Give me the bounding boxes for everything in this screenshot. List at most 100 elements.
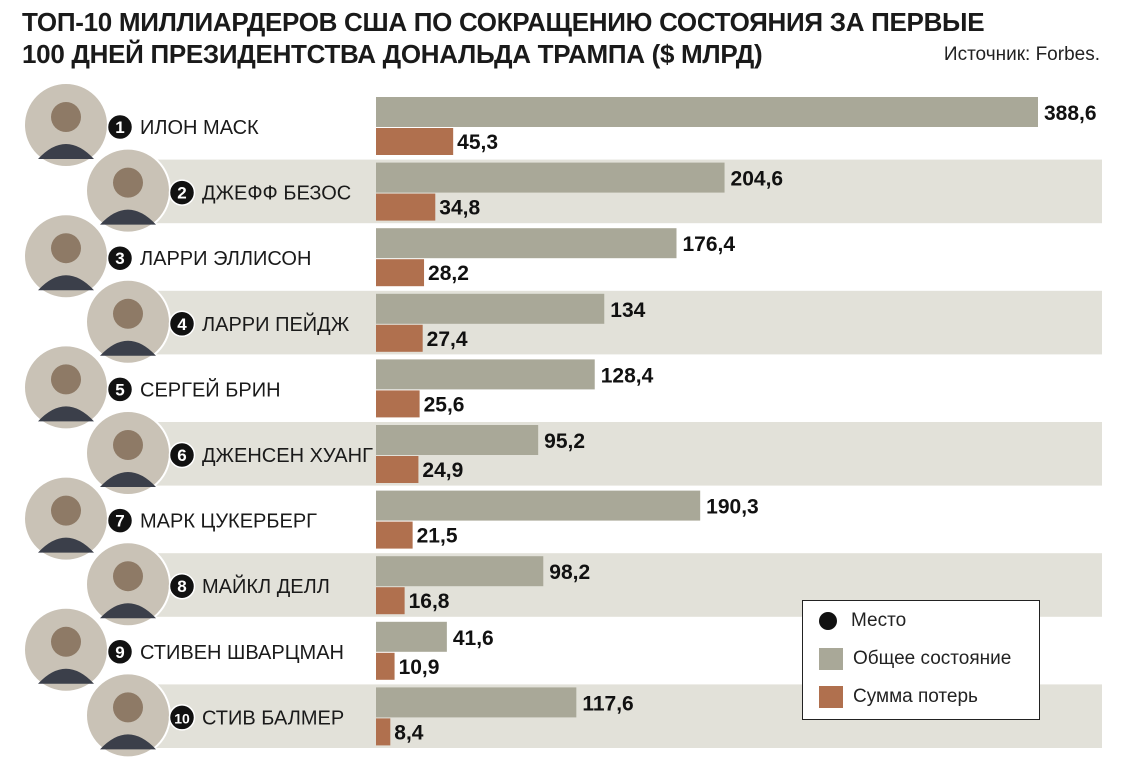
chart-row: 176,4 28,2 3 ЛАРРИ ЭЛЛИСОН	[23, 213, 736, 300]
bar-loss	[376, 390, 420, 418]
rank-badge	[106, 638, 134, 666]
rank-number: 1	[115, 118, 124, 137]
bar-total-value-label: 41,6	[453, 627, 494, 650]
legend-label-total: Общее состояние	[853, 648, 1012, 669]
person-photo-icon	[23, 606, 109, 693]
bar-loss-value-label: 10,9	[399, 656, 440, 679]
avatar-head	[113, 167, 143, 198]
avatar-head	[51, 364, 81, 395]
bar-total-value-label: 95,2	[544, 430, 585, 453]
chart-title-line-1: ТОП-10 МИЛЛИАРДЕРОВ США ПО СОКРАЩЕНИЮ СО…	[22, 7, 985, 37]
bar-loss-value-label: 25,6	[424, 393, 465, 416]
bar-total-value-label: 204,6	[731, 168, 784, 191]
person-photo-icon	[85, 147, 171, 234]
person-photo-icon	[23, 213, 109, 300]
avatar-head	[113, 298, 143, 329]
bar-total-value-label: 176,4	[683, 233, 736, 256]
rank-badge	[106, 507, 134, 534]
chart-row: 128,4 25,6 5 СЕРГЕЙ БРИН	[23, 344, 654, 431]
person-name-label: ДЖЕНСЕН ХУАНГ	[202, 445, 373, 467]
avatar-shoulders	[100, 340, 156, 356]
rank-number: 3	[115, 249, 124, 268]
bar-total-value-label: 190,3	[706, 496, 759, 519]
avatar-shoulders	[38, 406, 94, 422]
legend-label-rank: Место	[851, 610, 907, 631]
person-photo-icon	[85, 278, 171, 365]
legend-swatch-loss	[819, 686, 843, 708]
bar-loss	[376, 456, 419, 483]
avatar-shoulders	[38, 668, 94, 684]
person-name-label: МАРК ЦУКЕРБЕРГ	[140, 511, 317, 533]
chart-row: 190,3 21,5 7 МАРК ЦУКЕРБЕРГ	[23, 475, 759, 562]
rank-badge	[168, 441, 196, 469]
chart-row: 95,2 24,9 6 ДЖЕНСЕН ХУАНГ	[85, 410, 1102, 496]
person-photo-icon	[23, 82, 109, 168]
avatar-shoulders	[100, 472, 156, 487]
rank-number: 9	[115, 643, 124, 662]
source-note: Источник: Forbes.	[943, 44, 1100, 65]
bar-loss	[376, 587, 405, 615]
avatar-shoulders	[38, 144, 94, 159]
person-name-label: МАЙКЛ ДЕЛЛ	[202, 574, 330, 598]
bar-loss-value-label: 27,4	[427, 328, 468, 351]
person-name-label: ЛАРРИ ПЕЙДЖ	[202, 312, 350, 336]
rank-number: 8	[177, 577, 186, 596]
rank-number: 6	[177, 446, 186, 465]
bar-total	[376, 359, 595, 390]
bar-loss-value-label: 34,8	[439, 197, 480, 220]
bar-loss-value-label: 45,3	[457, 131, 498, 154]
bar-total	[376, 425, 539, 455]
chart-row: 388,6 45,3 1 ИЛОН МАСК	[23, 82, 1097, 168]
row-band	[100, 422, 1102, 486]
chart-row: 134 27,4 4 ЛАРРИ ПЕЙДЖ	[85, 278, 1102, 365]
rank-badge	[106, 113, 134, 141]
bar-total-value-label: 117,6	[582, 692, 633, 715]
bar-loss-value-label: 16,8	[409, 590, 450, 613]
chart-row: 117,6 8,4 10 СТИВ БАЛМЕР	[85, 672, 1102, 759]
chart-row: 204,6 34,8 2 ДЖЕФФ БЕЗОС	[85, 147, 1102, 234]
rank-badge	[168, 310, 196, 338]
chart-legend: Место Общее состояние Сумма потерь	[802, 600, 1040, 720]
avatar-head	[51, 233, 81, 264]
rank-badge	[168, 704, 196, 731]
rank-number: 5	[115, 380, 124, 399]
chart-title-line-2: 100 ДНЕЙ ПРЕЗИДЕНТСТВА ДОНАЛЬДА ТРАМПА (…	[22, 39, 763, 69]
bar-total-value-label: 128,4	[601, 364, 654, 387]
bar-total	[376, 293, 605, 324]
avatar-shoulders	[100, 734, 156, 750]
person-name-label: СЕРГЕЙ БРИН	[140, 377, 281, 401]
bar-loss	[376, 324, 423, 352]
person-name-label: ИЛОН МАСК	[140, 117, 259, 139]
rank-badge	[168, 572, 196, 600]
rank-number: 7	[115, 512, 124, 531]
avatar-shoulders	[100, 209, 156, 225]
bar-loss	[376, 718, 391, 746]
avatar-head	[51, 626, 81, 657]
legend-item-total: Общее состояние	[819, 647, 1011, 671]
bar-total	[376, 490, 701, 521]
avatar-shoulders	[38, 275, 94, 291]
bar-total	[376, 556, 544, 587]
bar-loss-value-label: 28,2	[428, 262, 469, 285]
avatar-head	[113, 692, 143, 723]
bar-loss	[376, 259, 425, 287]
bar-loss	[376, 521, 413, 549]
bar-total-value-label: 134	[610, 299, 645, 322]
avatar-head	[113, 561, 143, 592]
rank-number: 4	[177, 315, 187, 334]
legend-item-loss: Сумма потерь	[819, 685, 978, 709]
bar-loss	[376, 652, 395, 680]
avatar-head	[51, 495, 81, 526]
legend-label-loss: Сумма потерь	[853, 686, 978, 707]
bar-loss-value-label: 8,4	[394, 721, 424, 744]
person-photo-icon	[85, 672, 171, 759]
bar-loss	[376, 193, 436, 221]
person-photo-icon	[23, 475, 109, 562]
rank-badge	[106, 376, 134, 403]
legend-swatch-total	[819, 648, 843, 670]
person-photo-icon	[23, 344, 109, 431]
bar-total	[376, 621, 447, 652]
person-name-label: ДЖЕФФ БЕЗОС	[202, 183, 351, 205]
avatar-shoulders	[38, 537, 94, 553]
